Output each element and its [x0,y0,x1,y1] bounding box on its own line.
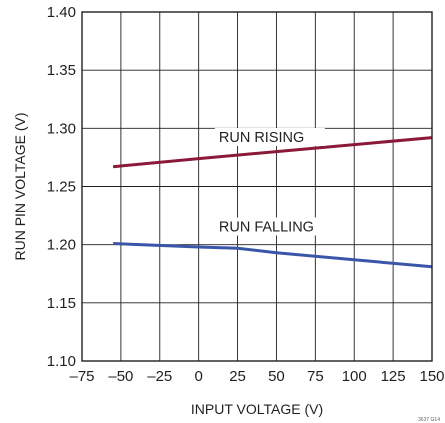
x-axis-label: INPUT VOLTAGE (V) [191,401,323,417]
annotation-background [214,217,333,236]
series-line-run-falling [113,242,433,269]
y-tick-label: 1.25 [47,179,76,196]
y-tick-label: 1.30 [47,120,76,137]
tick-labels: –75 –50 –25 0 25 50 75 100 125 150 1.40 1.35 1.30 1.2… [47,4,445,385]
y-tick-label: 1.15 [47,295,76,312]
figure-note: 3637 G14 [418,417,440,423]
y-tick-label: 1.20 [47,237,76,254]
plot-frame [81,11,433,362]
series-line-run-rising [112,136,433,169]
grid [82,12,432,361]
series-annotation-label: RUN RISING [219,130,304,146]
x-tick-label: 125 [381,368,406,385]
x-tick-label: 150 [419,368,444,385]
x-tick-label: 75 [307,368,324,385]
x-tick-label: 100 [342,368,367,385]
x-tick-label: 0 [194,368,202,385]
series-annotation-label: RUN FALLING [219,220,314,236]
y-axis-label: RUN PIN VOLTAGE (V) [12,112,28,260]
y-tick-label: 1.40 [47,4,76,21]
x-tick-label: –25 [147,368,172,385]
series-annotations: RUN RISING RUN FALLING [214,127,333,236]
x-tick-label: 50 [268,368,285,385]
x-tick-label: 25 [229,368,246,385]
x-tick-label: –50 [108,368,133,385]
y-tick-label: 1.10 [47,353,76,370]
x-tick-label: –75 [69,368,94,385]
y-tick-label: 1.35 [47,62,76,79]
annotation-background [214,127,325,146]
series-lines [112,136,433,269]
